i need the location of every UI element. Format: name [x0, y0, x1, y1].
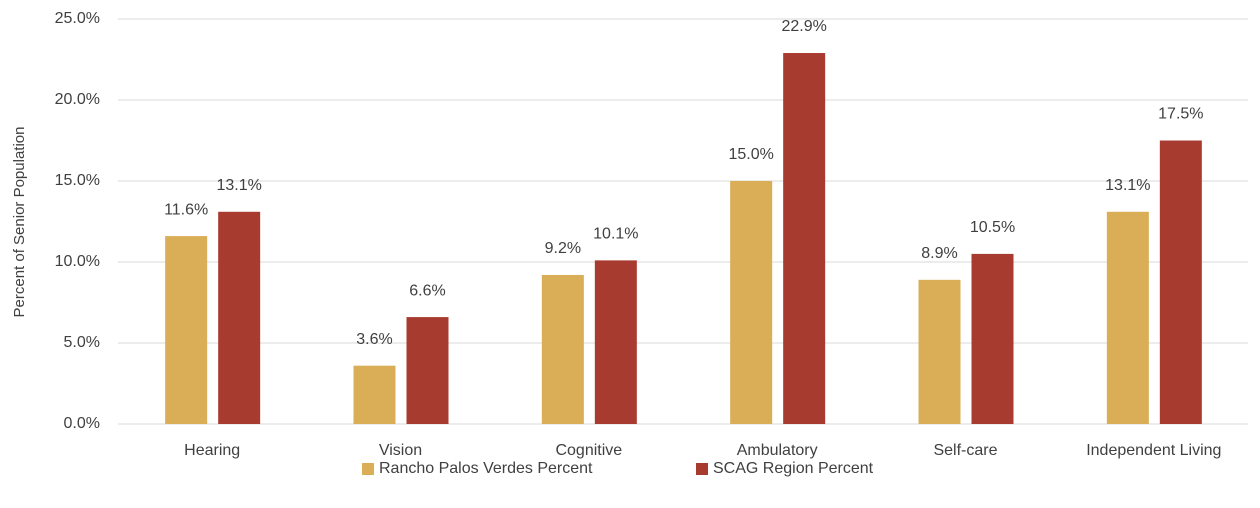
value-label: 10.1% [593, 226, 638, 243]
value-label: 22.9% [781, 18, 826, 35]
legend-label: Rancho Palos Verdes Percent [379, 460, 593, 477]
y-tick-label: 5.0% [64, 334, 100, 351]
bar [541, 274, 584, 424]
y-tick-label: 10.0% [55, 253, 100, 270]
value-label: 9.2% [545, 240, 581, 257]
bar [730, 181, 773, 424]
bar [406, 317, 449, 424]
value-label: 17.5% [1158, 106, 1203, 123]
value-label: 10.5% [970, 219, 1015, 236]
value-label: 13.1% [216, 177, 261, 194]
y-tick-label: 20.0% [55, 91, 100, 108]
legend-swatch [362, 463, 374, 475]
x-tick-label: Hearing [184, 442, 240, 459]
bar [594, 260, 637, 424]
bar [165, 236, 208, 424]
value-label: 8.9% [921, 245, 957, 262]
legend-label: SCAG Region Percent [713, 460, 874, 477]
x-tick-label: Self-care [933, 442, 997, 459]
x-tick-label: Vision [379, 442, 422, 459]
legend-swatch [696, 463, 708, 475]
bar [971, 253, 1014, 424]
value-label: 13.1% [1105, 177, 1150, 194]
value-label: 15.0% [728, 146, 773, 163]
y-tick-label: 0.0% [64, 415, 100, 432]
bar [1106, 211, 1149, 424]
y-tick-label: 25.0% [55, 10, 100, 27]
value-label: 3.6% [356, 331, 392, 348]
x-tick-label: Ambulatory [737, 442, 818, 459]
bar [918, 279, 961, 424]
x-tick-label: Cognitive [555, 442, 622, 459]
bar [1159, 140, 1202, 424]
y-axis-label: Percent of Senior Population [11, 127, 28, 318]
bar [218, 211, 261, 424]
y-tick-label: 15.0% [55, 172, 100, 189]
bar [353, 365, 396, 424]
value-label: 11.6% [164, 201, 208, 218]
bar [783, 53, 826, 425]
value-label: 6.6% [409, 282, 445, 299]
x-tick-label: Independent Living [1086, 442, 1221, 459]
